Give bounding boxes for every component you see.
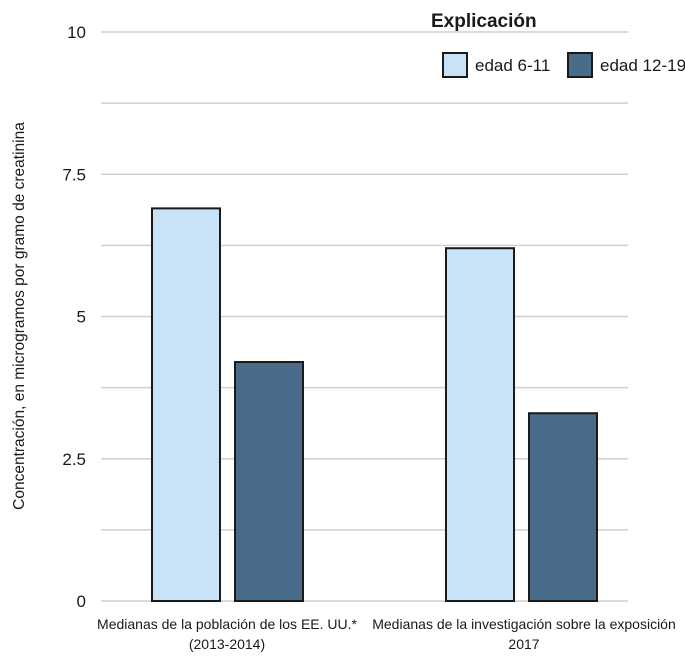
y-tick-label: 10 bbox=[67, 23, 86, 42]
y-tick-label: 7.5 bbox=[62, 165, 86, 184]
x-category-label-line2: 2017 bbox=[508, 636, 539, 652]
x-category-label-line2: (2013-2014) bbox=[189, 636, 265, 652]
y-tick-label: 5 bbox=[77, 308, 86, 327]
bar bbox=[445, 247, 515, 602]
legend-swatch bbox=[442, 52, 468, 78]
legend: Explicación edad 6-11 edad 12-19 bbox=[431, 11, 685, 78]
legend-label: edad 12-19 bbox=[600, 56, 685, 75]
bar bbox=[151, 207, 221, 602]
x-category-label: Medianas de la investigación sobre la ex… bbox=[372, 616, 676, 632]
bars bbox=[151, 207, 598, 603]
legend-title: Explicación bbox=[431, 11, 537, 32]
y-tick-label: 0 bbox=[77, 592, 86, 611]
x-axis-categories: Medianas de la población de los EE. UU.*… bbox=[97, 616, 676, 652]
legend-swatch bbox=[567, 52, 593, 78]
y-axis-label: Concentración, en microgramos por gramo … bbox=[11, 122, 28, 510]
bar bbox=[234, 361, 304, 602]
legend-label: edad 6-11 bbox=[475, 56, 550, 75]
y-tick-label: 2.5 bbox=[62, 450, 86, 469]
x-category-label: Medianas de la población de los EE. UU.* bbox=[97, 616, 357, 632]
bar bbox=[528, 412, 598, 603]
y-axis-ticks: 0 2.5 5 7.5 10 bbox=[62, 23, 86, 611]
